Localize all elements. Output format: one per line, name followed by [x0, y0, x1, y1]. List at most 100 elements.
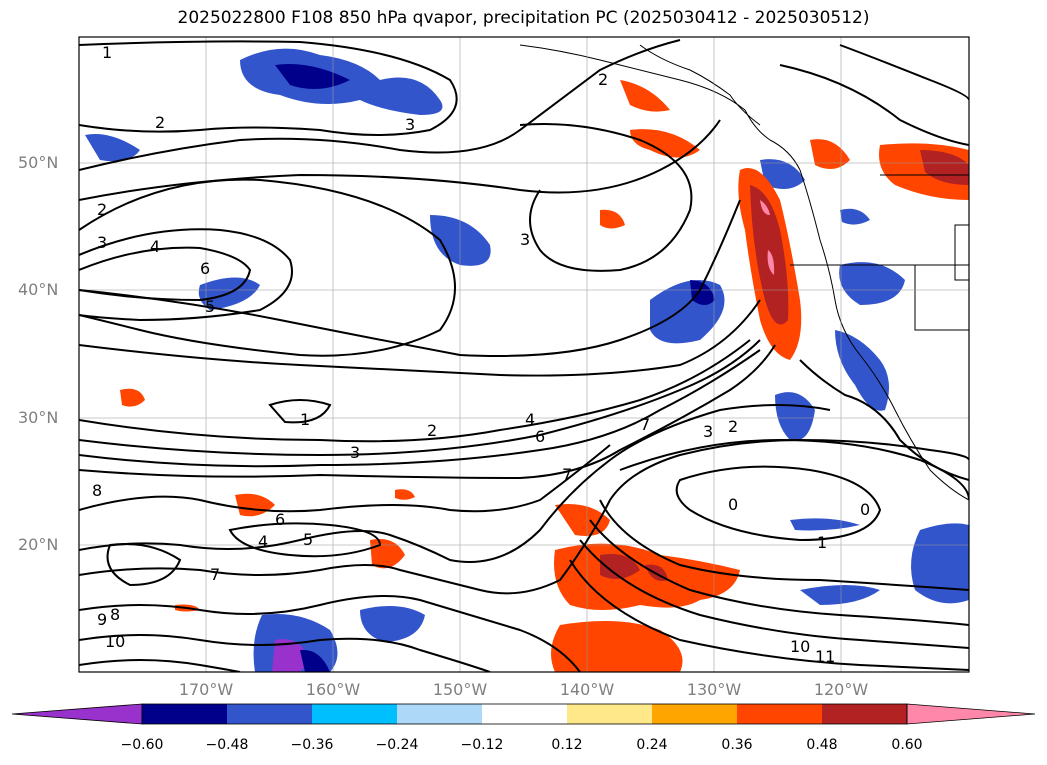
- coastline: [519, 44, 969, 501]
- contour-label: 6: [275, 510, 285, 529]
- contour-label: 3: [520, 230, 530, 249]
- contour-line: [799, 359, 969, 481]
- contour-line: [519, 123, 693, 272]
- precip-region: [272, 639, 310, 672]
- contour-line: [79, 299, 761, 377]
- contour-label: 2: [97, 200, 107, 219]
- precip-shading: [85, 48, 969, 672]
- precip-region: [840, 208, 870, 225]
- qvapor-contours: [79, 39, 969, 672]
- colorbar-extend-high: [906, 703, 1036, 725]
- colorbar-segment: [482, 704, 567, 724]
- colorbar-segment: [227, 704, 312, 724]
- contour-line: [79, 39, 681, 171]
- precip-region: [600, 209, 625, 229]
- contour-label: 6: [200, 259, 210, 278]
- contour-label: 4: [525, 410, 535, 429]
- precip-region: [775, 392, 815, 441]
- contour-line: [579, 539, 969, 649]
- lon-label-170w: 170°W: [178, 680, 234, 699]
- precip-region: [920, 150, 969, 185]
- colorbar-segment: [822, 704, 907, 724]
- contour-label: 10: [790, 637, 810, 656]
- lat-label-40n: 40°N: [18, 280, 59, 299]
- colorbar-tick-label: −0.48: [205, 737, 249, 753]
- precip-region: [600, 554, 640, 579]
- coastline: [954, 224, 969, 281]
- coastline: [639, 44, 761, 126]
- contour-line: [675, 465, 882, 542]
- contour-line: [79, 634, 491, 672]
- precip-region: [551, 621, 683, 672]
- contour-line: [228, 522, 382, 558]
- precip-region: [790, 518, 860, 531]
- colorbar-segment: [312, 704, 397, 724]
- lat-label-50n: 50°N: [18, 153, 59, 172]
- contour-label: 5: [205, 297, 215, 316]
- contour-label: 9: [97, 610, 107, 629]
- contour-line: [79, 595, 581, 672]
- contour-line: [599, 499, 969, 591]
- contour-label: 4: [258, 532, 268, 551]
- colorbar: [11, 703, 1036, 725]
- colorbar-segment: [567, 704, 652, 724]
- precip-region: [650, 280, 725, 344]
- colorbar-tick-label: −0.12: [460, 737, 504, 753]
- colorbar-tick-label: −0.60: [120, 737, 164, 753]
- colorbar-tick-label: 0.24: [636, 737, 668, 753]
- contour-label: 11: [815, 647, 835, 666]
- contour-label: 0: [728, 495, 738, 514]
- contour-line: [79, 444, 611, 513]
- precip-region: [690, 280, 715, 305]
- colorbar-tick-label: 0.12: [551, 737, 583, 753]
- contour-label: 1: [102, 43, 112, 62]
- precip-region: [760, 200, 770, 215]
- contour-label: 4: [150, 237, 160, 256]
- precip-region: [620, 80, 670, 112]
- precip-region: [630, 129, 700, 158]
- colorbar-segment: [397, 704, 482, 724]
- precip-region: [300, 649, 330, 672]
- colorbar-tick-label: 0.48: [806, 737, 838, 753]
- contour-line: [589, 519, 969, 626]
- lon-label-130w: 130°W: [686, 680, 742, 699]
- contour-label: 10: [105, 632, 125, 651]
- precip-region: [555, 504, 610, 536]
- colorbar-tick-label: 0.36: [721, 737, 753, 753]
- contour-line: [79, 438, 969, 595]
- contour-label: 3: [350, 443, 360, 462]
- colorbar-segment: [737, 704, 822, 724]
- lon-label-120w: 120°W: [813, 680, 869, 699]
- contour-label: 8: [92, 481, 102, 500]
- contour-line: [79, 339, 751, 443]
- precip-region: [275, 64, 350, 89]
- precip-region: [760, 159, 805, 189]
- map-title: 2025022800 F108 850 hPa qvapor, precipit…: [177, 8, 870, 28]
- contour-line: [779, 64, 969, 146]
- precip-region: [235, 493, 275, 517]
- colorbar-tick-label: −0.36: [290, 737, 334, 753]
- colorbar-tick-label: 0.60: [891, 737, 923, 753]
- contour-line: [839, 44, 969, 101]
- contour-label: 6: [535, 427, 545, 446]
- coastline: [914, 265, 969, 331]
- precip-region: [85, 134, 140, 162]
- contour-label: 2: [427, 421, 437, 440]
- lon-label-140w: 140°W: [559, 680, 615, 699]
- contour-line: [79, 339, 761, 457]
- contour-line: [79, 178, 456, 357]
- contour-label: 2: [598, 70, 608, 89]
- precip-region: [360, 606, 425, 642]
- contour-line: [268, 399, 332, 424]
- contour-line: [106, 543, 182, 587]
- colorbar-segment: [142, 704, 227, 724]
- contour-label: 1: [300, 410, 310, 429]
- colorbar-tick-label: −0.24: [375, 737, 419, 753]
- colorbar-extend-low: [11, 703, 143, 725]
- contour-line: [79, 344, 776, 480]
- contour-label: 7: [562, 465, 572, 484]
- contour-label: 8: [110, 605, 120, 624]
- precip-region: [835, 330, 889, 411]
- contour-label: 3: [405, 115, 415, 134]
